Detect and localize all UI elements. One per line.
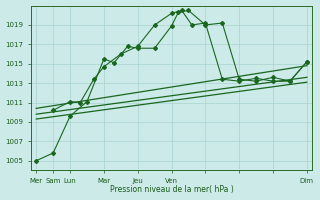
- X-axis label: Pression niveau de la mer( hPa ): Pression niveau de la mer( hPa ): [110, 185, 233, 194]
